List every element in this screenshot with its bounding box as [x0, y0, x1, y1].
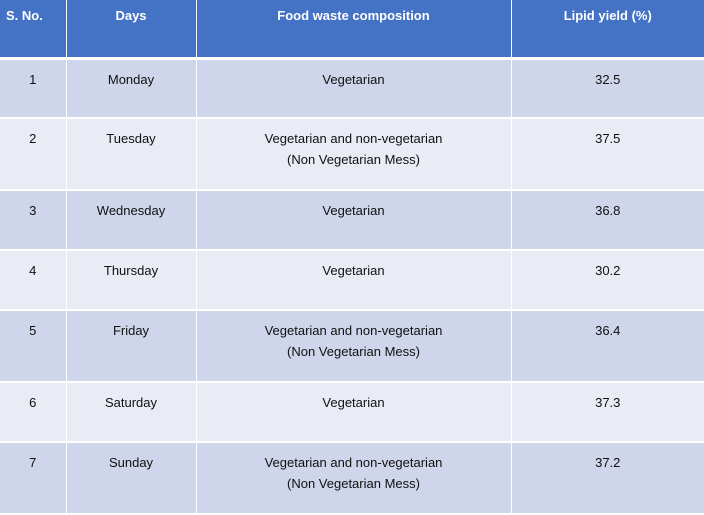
cell-sno: 5 [0, 310, 67, 383]
header-row: S. No. Days Food waste composition Lipid… [0, 0, 704, 60]
table-row: 4 Thursday Vegetarian 30.2 [0, 250, 704, 311]
table-row: 2 Tuesday Vegetarian and non-vegetarian … [0, 118, 704, 191]
composition-line: Vegetarian and non-vegetarian [264, 323, 443, 338]
cell-lipid-yield: 30.2 [511, 250, 704, 311]
composition-line: Vegetarian [322, 203, 385, 218]
composition-line: Vegetarian [322, 263, 385, 278]
table-header: S. No. Days Food waste composition Lipid… [0, 0, 704, 60]
cell-lipid-yield: 37.5 [511, 118, 704, 191]
composition-line: Vegetarian [322, 71, 385, 87]
cell-sno: 3 [0, 190, 67, 251]
cell-day: Monday [66, 58, 197, 119]
cell-day: Sunday [66, 442, 197, 515]
header-days: Days [66, 0, 197, 60]
cell-composition: Vegetarian and non-vegetarian (Non Veget… [196, 118, 512, 191]
table-body: 1 Monday Vegetarian 32.5 2 Tuesday Veget… [0, 58, 704, 515]
cell-sno: 2 [0, 118, 67, 191]
table-row: 6 Saturday Vegetarian 37.3 [0, 382, 704, 443]
cell-sno: 7 [0, 442, 67, 515]
composition-line: (Non Vegetarian Mess) [287, 152, 420, 167]
composition-line: (Non Vegetarian Mess) [287, 344, 420, 359]
cell-lipid-yield: 32.5 [511, 58, 704, 119]
cell-sno: 1 [0, 58, 67, 119]
table-row: 3 Wednesday Vegetarian 36.8 [0, 190, 704, 251]
cell-day: Tuesday [66, 118, 197, 191]
cell-lipid-yield: 36.4 [511, 310, 704, 383]
cell-composition: Vegetarian [196, 58, 512, 119]
composition-line: (Non Vegetarian Mess) [287, 476, 420, 491]
cell-composition: Vegetarian [196, 382, 512, 443]
cell-lipid-yield: 37.2 [511, 442, 704, 515]
cell-lipid-yield: 36.8 [511, 190, 704, 251]
header-composition: Food waste composition [196, 0, 512, 60]
cell-day: Friday [66, 310, 197, 383]
cell-composition: Vegetarian [196, 190, 512, 251]
cell-composition: Vegetarian and non-vegetarian (Non Veget… [196, 442, 512, 515]
cell-lipid-yield: 37.3 [511, 382, 704, 443]
cell-sno: 4 [0, 250, 67, 311]
cell-composition: Vegetarian and non-vegetarian (Non Veget… [196, 310, 512, 383]
table-row: 5 Friday Vegetarian and non-vegetarian (… [0, 310, 704, 383]
cell-composition: Vegetarian [196, 250, 512, 311]
composition-line: Vegetarian and non-vegetarian [264, 131, 443, 146]
cell-sno: 6 [0, 382, 67, 443]
header-lipid-yield: Lipid yield (%) [511, 0, 704, 60]
composition-line: Vegetarian and non-vegetarian [264, 455, 443, 470]
header-sno: S. No. [0, 0, 67, 60]
table-row: 7 Sunday Vegetarian and non-vegetarian (… [0, 442, 704, 515]
composition-line: Vegetarian [322, 395, 385, 410]
cell-day: Thursday [66, 250, 197, 311]
cell-day: Saturday [66, 382, 197, 443]
table-row: 1 Monday Vegetarian 32.5 [0, 58, 704, 119]
cell-day: Wednesday [66, 190, 197, 251]
